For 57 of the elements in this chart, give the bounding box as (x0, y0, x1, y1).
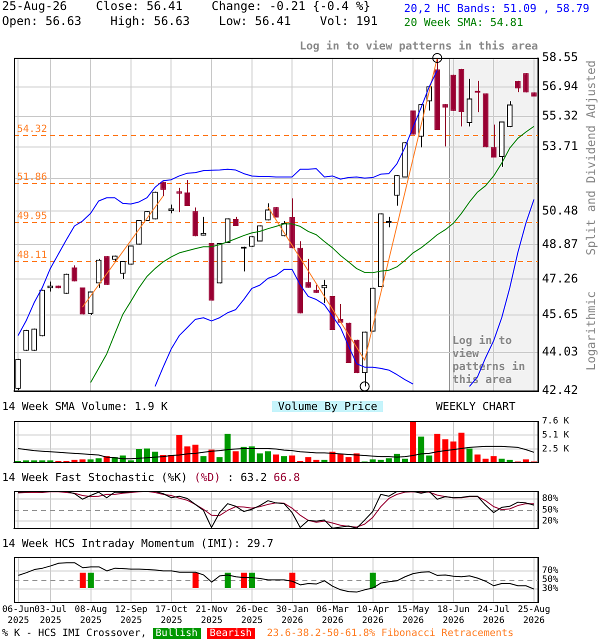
ref-line-label: 51.86 (17, 172, 48, 184)
x-tick-label: 26-Dec 2025 (236, 605, 268, 626)
x-tick-label: 06-Mar 2026 (316, 605, 350, 626)
y-tick-label: 20% (542, 516, 559, 527)
y-tick-label: 30% (542, 584, 559, 594)
text: Bullish (152, 628, 201, 639)
text: Volume By Price (272, 400, 384, 413)
y-tick-label: 7.6 K (542, 416, 570, 427)
chart-subtitle: Open: 56.63 High: 56.63 Low: 56.41 Vol: 191 (2, 14, 378, 28)
ref-line-label: 49.95 (17, 211, 48, 222)
x-tick-label: 15-May 2026 (396, 605, 430, 626)
ref-line-label: 48.11 (17, 250, 48, 262)
y-tick-label: 45.65 (542, 307, 578, 322)
x-tick-label: 18-Jun 2026 (437, 605, 470, 626)
y-tick-label: 47.26 (542, 271, 578, 286)
x-tick-label: 25-Aug 2026 (518, 605, 550, 626)
y-tick-label: 56.94 (542, 78, 578, 93)
y-tick-label: 48.87 (542, 236, 578, 251)
y-tick-label: 53.71 (542, 139, 578, 154)
y-tick-label: 50% (542, 575, 559, 586)
x-tick-label: 12-Sep 2025 (114, 605, 148, 626)
x-tick-label: 24-Jul 2026 (477, 605, 510, 626)
ref-line-label: 54.32 (17, 124, 48, 136)
y-tick-label: 58.55 (542, 50, 578, 64)
text: Logarithmic (584, 291, 598, 371)
text: 14 Week SMA Volume: 1.9 K (2, 400, 168, 413)
x-tick-label: 17-Oct 2025 (155, 605, 188, 626)
y-tick-label: 55.32 (542, 108, 578, 123)
text: : 63.2 (226, 471, 267, 484)
y-tick-label: 70% (542, 566, 559, 576)
y-tick-label: 5.1 K (542, 430, 570, 440)
y-tick-label: 44.03 (542, 344, 578, 358)
y-tick-label: 2.5 K (542, 444, 570, 454)
y-axis-title: Split and Dividend Adjusted (584, 60, 598, 256)
x-tick-label: 30-Jan 2026 (276, 605, 309, 626)
x-tick-label: 06-Jun 2025 (2, 605, 35, 626)
x-tick-label: 08-Aug 2025 (74, 605, 108, 626)
chart-title: 14 Week Fast Stochastic (2, 471, 154, 484)
y-tick-label: 42.42 (542, 382, 578, 397)
x-tick-label: 03-Jul 2025 (34, 605, 67, 626)
y-tick-label: 80% (542, 494, 559, 504)
y-tick-label: 50.48 (542, 203, 578, 218)
text: 20 Week SMA: 54.81 (404, 16, 524, 30)
text: Bearish (206, 628, 255, 639)
chart-title: 14 Week HCS Intraday Momentum (IMI): 29.7 (2, 537, 274, 550)
legend-title: % K - HCS IMI Crossover, (2, 628, 148, 639)
band-label: Log in to view patterns in this area (300, 39, 538, 52)
x-tick-label: 21-Nov 2025 (195, 605, 228, 626)
chart-title: 25-Aug-26 Close: 56.41 Change: -0.21 {-0.4 %} (2, 0, 370, 13)
text: WEEKLY CHART (435, 400, 516, 413)
series-label: (%K) (160, 471, 188, 484)
text: 66.8 (272, 471, 300, 484)
y-tick-label: 50% (542, 505, 559, 516)
x-tick-label: 10-Apr 2026 (356, 605, 390, 626)
text: 23.6-38.2-50-61.8% Fibonacci Retracements (266, 628, 514, 639)
text: 20,2 HC Bands: 51.09 , 58.79 (404, 2, 590, 16)
series-label: (%D) (193, 471, 221, 484)
